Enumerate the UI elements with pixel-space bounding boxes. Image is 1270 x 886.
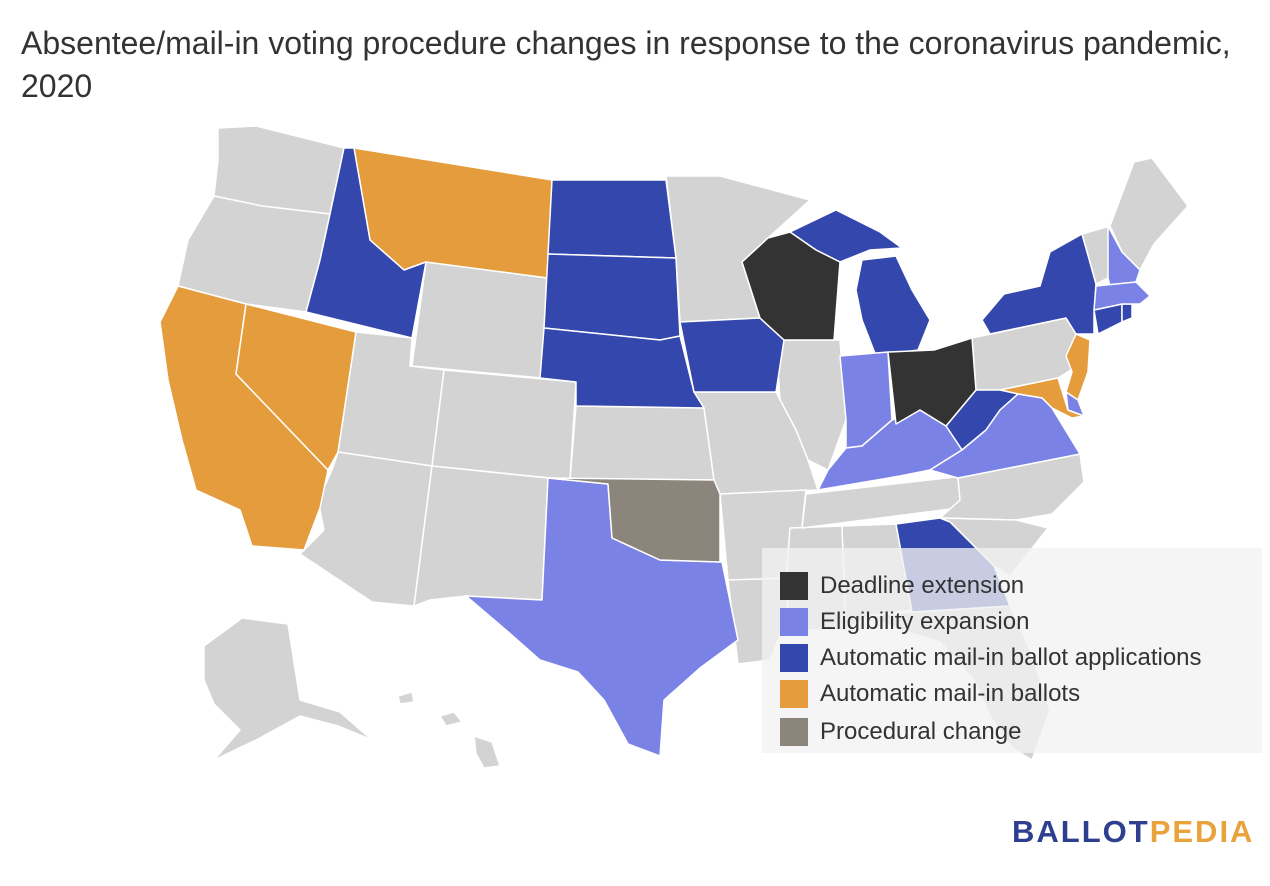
- state-ak: [203, 617, 373, 761]
- state-oh: [887, 337, 977, 427]
- legend-item-procedural-change: Procedural change: [780, 716, 1021, 748]
- state-id: [305, 147, 427, 339]
- legend-swatch: [780, 608, 808, 636]
- state-ma: [1093, 281, 1151, 311]
- map-title: Absentee/mail-in voting procedure change…: [21, 25, 1231, 104]
- state-ny: [981, 233, 1097, 335]
- state-hi: [397, 691, 501, 769]
- state-va: [929, 393, 1081, 479]
- state-ne: [539, 327, 705, 409]
- legend-swatch: [780, 572, 808, 600]
- legend-label: Deadline extension: [820, 572, 1025, 599]
- legend-label: Automatic mail-in ballots: [820, 680, 1081, 707]
- legend-label: Automatic mail-in ballot applications: [820, 644, 1202, 671]
- state-nv: [235, 303, 357, 471]
- state-nc: [939, 453, 1085, 521]
- state-nd: [547, 179, 677, 259]
- logo-part-ballot: BALLOT: [1012, 814, 1150, 849]
- legend-item-automatic-applications: Automatic mail-in ballot applications: [780, 642, 1202, 674]
- legend-swatch: [780, 644, 808, 672]
- state-ok: [547, 477, 721, 563]
- state-ks: [569, 405, 715, 481]
- logo-part-pedia: PEDIA: [1149, 814, 1255, 849]
- legend-item-eligibility-expansion: Eligibility expansion: [780, 606, 1029, 638]
- legend-label: Procedural change: [820, 718, 1022, 745]
- legend-swatch: [780, 718, 808, 746]
- state-wy: [411, 261, 549, 379]
- ballotpedia-logo: BALLOTPEDIA: [1012, 814, 1254, 850]
- state-sd: [543, 253, 681, 341]
- legend-item-automatic-ballots: Automatic mail-in ballots: [780, 678, 1080, 710]
- legend-swatch: [780, 680, 808, 708]
- legend-item-deadline-extension: Deadline extension: [780, 570, 1024, 602]
- state-co: [431, 369, 577, 481]
- state-ia: [679, 317, 785, 393]
- state-nm: [413, 465, 549, 607]
- state-ri: [1121, 303, 1133, 323]
- state-de: [1065, 391, 1085, 417]
- legend: Deadline extension Eligibility expansion…: [762, 548, 1262, 753]
- legend-label: Eligibility expansion: [820, 608, 1030, 635]
- state-wi: [741, 231, 841, 341]
